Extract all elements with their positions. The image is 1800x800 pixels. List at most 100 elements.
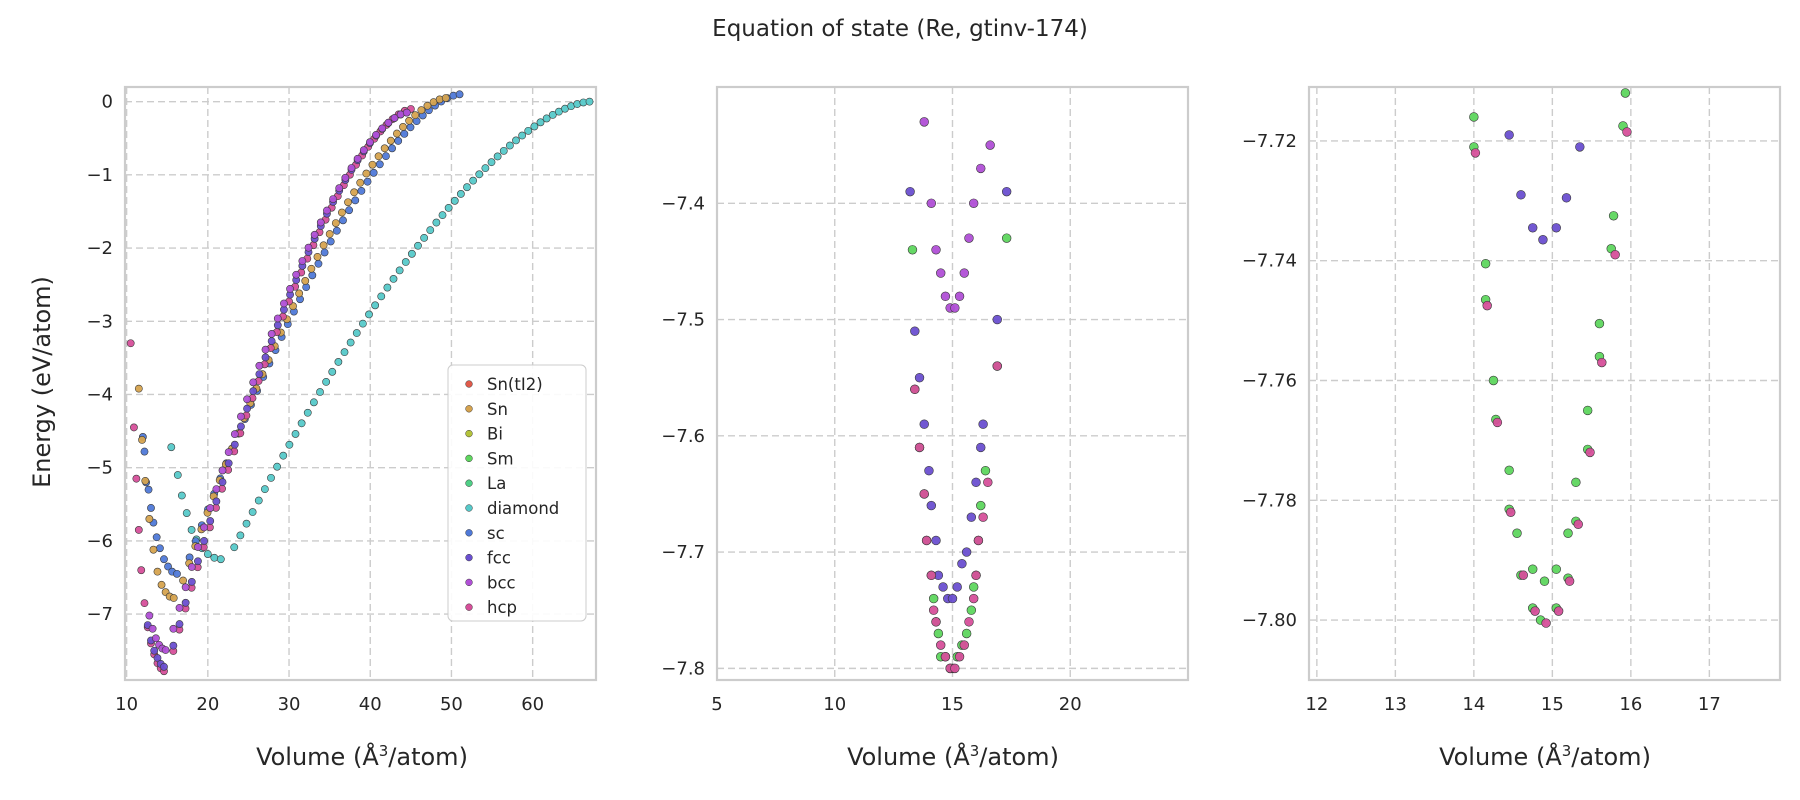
legend-label: sc xyxy=(487,524,505,543)
point-sn xyxy=(338,208,346,217)
point-bcc xyxy=(985,140,995,150)
point-diamond xyxy=(585,97,594,106)
point-sm xyxy=(928,593,939,604)
point-hcp xyxy=(964,617,974,627)
y-tick-label: −1 xyxy=(86,165,113,186)
point-sn xyxy=(325,230,334,238)
x-tick-label: 30 xyxy=(278,694,301,715)
point-sc xyxy=(314,259,323,268)
point-sn xyxy=(423,101,432,110)
point-fcc xyxy=(1538,235,1548,245)
point-fcc xyxy=(931,535,941,546)
y-tick-label: 0 xyxy=(102,92,113,113)
point-bcc xyxy=(218,466,227,475)
x-tick-label: 13 xyxy=(1384,694,1407,715)
point-bcc xyxy=(919,117,929,127)
point-sn xyxy=(417,106,426,115)
point-sc xyxy=(332,226,341,235)
point-diamond xyxy=(463,183,471,192)
legend-marker xyxy=(465,504,473,512)
point-diamond xyxy=(291,430,300,438)
point-bcc xyxy=(323,206,331,215)
point-diamond xyxy=(248,508,257,516)
point-diamond xyxy=(203,550,212,558)
legend-marker xyxy=(465,454,473,463)
point-sc xyxy=(351,196,360,205)
data-points xyxy=(1469,88,1632,628)
point-fcc xyxy=(153,654,162,662)
point-hcp xyxy=(968,593,979,604)
point-bcc xyxy=(316,218,325,227)
point-diamond xyxy=(322,377,331,386)
point-diamond xyxy=(432,218,441,227)
point-fcc xyxy=(978,419,988,429)
legend-marker xyxy=(465,578,473,587)
point-bcc xyxy=(237,412,245,421)
point-hcp xyxy=(1597,357,1607,368)
point-sm xyxy=(1620,88,1631,98)
legend-label: diamond xyxy=(487,499,559,518)
point-sm xyxy=(976,500,986,511)
point-sn xyxy=(141,476,150,485)
point-diamond xyxy=(285,440,294,449)
point-sn xyxy=(344,198,352,207)
point-fcc xyxy=(992,314,1002,325)
x-axis-label-3: Volume (Å3/atom) xyxy=(1439,742,1651,771)
point-hcp xyxy=(973,535,984,546)
point-diamond xyxy=(177,491,186,500)
point-sc xyxy=(455,90,464,99)
point-sn xyxy=(368,160,377,169)
point-bcc xyxy=(402,108,411,117)
point-sn xyxy=(331,219,340,227)
point-diamond xyxy=(216,555,225,564)
point-bcc xyxy=(261,345,270,354)
point-bcc xyxy=(304,243,313,252)
point-bcc xyxy=(224,448,233,457)
point-bcc xyxy=(194,543,202,551)
legend-label: Sm xyxy=(487,449,514,468)
point-sn xyxy=(145,515,154,523)
point-bcc xyxy=(161,646,170,654)
point-fcc xyxy=(1575,142,1585,152)
point-hcp xyxy=(914,442,925,453)
point-diamond xyxy=(512,136,520,145)
point-sm xyxy=(1001,233,1012,243)
point-sc xyxy=(140,447,149,456)
point-sn xyxy=(313,252,322,261)
y-axis-label: Energy (eV/atom) xyxy=(28,276,56,488)
point-diamond xyxy=(407,249,416,258)
point-sc xyxy=(339,216,347,225)
point-sn xyxy=(149,545,158,554)
point-hcp xyxy=(126,339,135,348)
point-fcc xyxy=(976,442,986,453)
point-bcc xyxy=(145,611,154,620)
point-hcp xyxy=(936,640,946,650)
point-diamond xyxy=(303,408,312,417)
data-points xyxy=(905,117,1012,674)
point-sn xyxy=(362,169,371,178)
point-fcc xyxy=(961,547,972,557)
point-fcc xyxy=(249,387,258,396)
point-sn xyxy=(134,384,143,393)
point-diamond xyxy=(365,310,373,319)
point-fcc xyxy=(200,537,208,545)
point-sc xyxy=(160,555,168,564)
y-tick-label: −6 xyxy=(86,531,113,552)
y-tick-label: −7.74 xyxy=(1242,251,1297,272)
point-fcc xyxy=(267,337,276,346)
point-diamond xyxy=(548,110,557,119)
panel-zoom-1: 5 10 15 20 −7.4 −7.5 −7.6 −7.7 −7.8 xyxy=(661,85,1190,715)
x-tick-label: 20 xyxy=(1059,694,1082,715)
point-bcc xyxy=(384,118,393,127)
point-sc xyxy=(345,206,354,215)
y-tick-label: −2 xyxy=(86,238,113,259)
legend-marker xyxy=(465,429,473,438)
legend-marker xyxy=(465,405,473,413)
point-fcc xyxy=(255,370,264,378)
point-diamond xyxy=(493,152,502,161)
point-sm xyxy=(933,628,944,639)
x-tick-label: 12 xyxy=(1305,694,1328,715)
y-tick-label: −7.8 xyxy=(661,658,705,679)
point-hcp xyxy=(140,599,149,608)
